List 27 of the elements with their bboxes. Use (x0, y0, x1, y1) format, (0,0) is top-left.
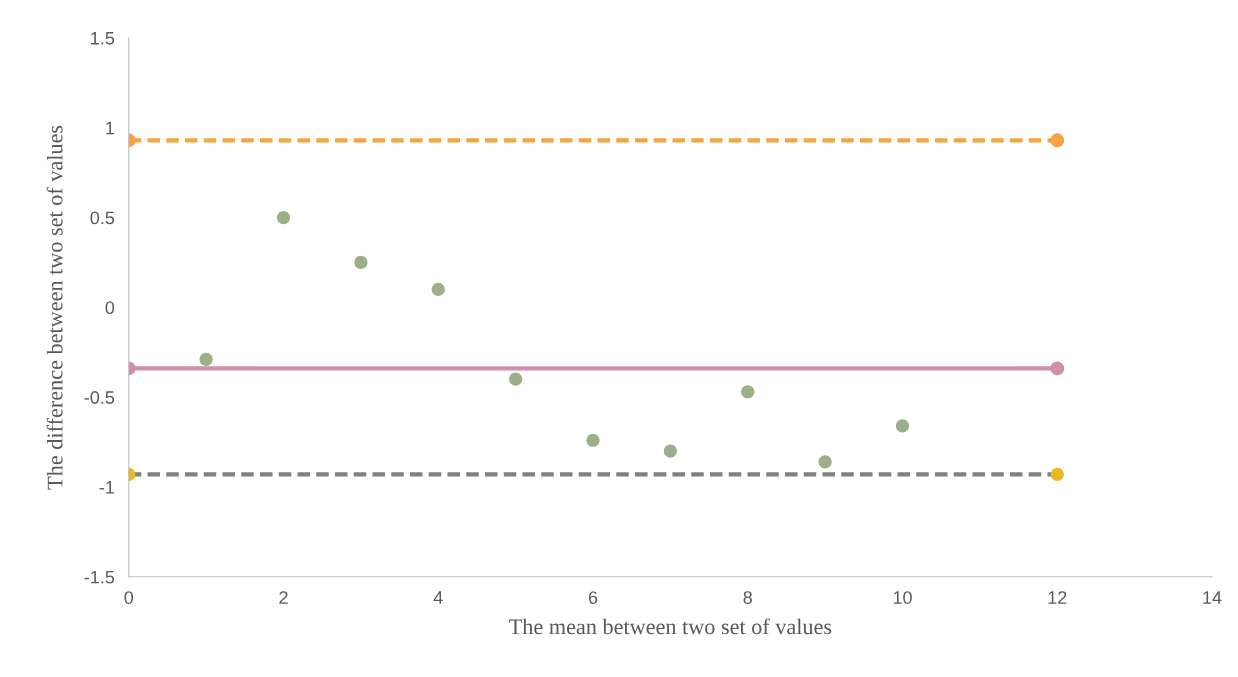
y-tick-label: 0.5 (90, 211, 115, 225)
x-axis-title: The mean between two set of values (509, 618, 832, 635)
x-tick-label: 12 (1048, 591, 1067, 604)
point (895, 419, 910, 433)
point (818, 455, 832, 469)
point (741, 385, 755, 399)
y-tick-label: -1 (99, 481, 114, 494)
x-tick-label: 6 (588, 591, 598, 604)
point (354, 255, 368, 270)
point (199, 352, 213, 367)
point (663, 444, 677, 458)
x-tick-label: 10 (893, 591, 912, 604)
x-tick-label: 2 (279, 591, 288, 604)
point (586, 433, 600, 447)
x-tick-label: 4 (433, 591, 443, 604)
y-tick-label: 1 (106, 121, 114, 135)
point (276, 210, 291, 225)
y-tick-label: 0 (105, 301, 115, 315)
x-tick-label: 14 (1203, 591, 1222, 604)
y-tick-label: 1.5 (91, 32, 115, 45)
y-axis-title: The difference between two set of values (46, 125, 63, 490)
x-tick-label: 8 (743, 591, 752, 604)
y-tick-label: -0.5 (84, 391, 115, 404)
y-tick-label: -1.5 (84, 570, 115, 584)
x-tick-label: 0 (124, 591, 134, 604)
point (431, 282, 445, 296)
point (509, 372, 523, 386)
